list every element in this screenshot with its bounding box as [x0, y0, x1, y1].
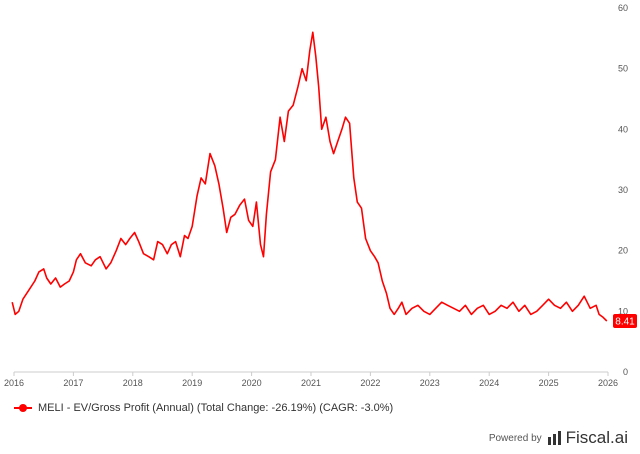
x-tick-label: 2024	[479, 378, 499, 388]
y-tick-label: 60	[618, 3, 628, 13]
powered-by-text: Powered by	[488, 432, 542, 444]
y-tick-label: 20	[618, 246, 628, 256]
y-tick-label: 30	[618, 185, 628, 195]
series-line	[11, 31, 608, 322]
x-tick-label: 2023	[420, 378, 440, 388]
x-tick-label: 2022	[360, 378, 380, 388]
y-tick-label: 0	[623, 367, 628, 377]
legend-marker-dot	[19, 404, 27, 412]
x-tick-label: 2020	[242, 378, 262, 388]
fiscal-logo-icon	[547, 431, 562, 445]
last-value-box	[613, 313, 637, 328]
last-value-badge: 8.41	[613, 313, 637, 328]
y-tick-label: 40	[618, 124, 628, 134]
x-tick-label: 2025	[539, 378, 559, 388]
last-value-label: 8.41	[615, 316, 635, 327]
x-tick-label: 2026	[598, 378, 618, 388]
x-tick-label: 2018	[123, 378, 143, 388]
powered-by[interactable]: Powered by Fiscal.ai	[489, 428, 628, 448]
x-tick-label: 2016	[4, 378, 24, 388]
x-ticks: 2016 2017 2018 2019 2020 2021 2022 2023 2024 2025…	[4, 372, 618, 388]
legend[interactable]: MELI - EV/Gross Profit (Annual) (Total C…	[14, 402, 393, 414]
x-tick-label: 2019	[182, 378, 202, 388]
y-ticks: 0 10 20 30 40 50 60	[618, 3, 628, 377]
x-tick-label: 2017	[63, 378, 83, 388]
y-tick-label: 50	[618, 64, 628, 74]
x-tick-label: 2021	[301, 378, 321, 388]
legend-label: MELI - EV/Gross Profit (Annual) (Total C…	[38, 402, 394, 414]
brand-name: Fiscal.ai	[565, 428, 628, 447]
y-tick-label: 10	[618, 306, 628, 316]
legend-marker-icon	[14, 403, 32, 413]
